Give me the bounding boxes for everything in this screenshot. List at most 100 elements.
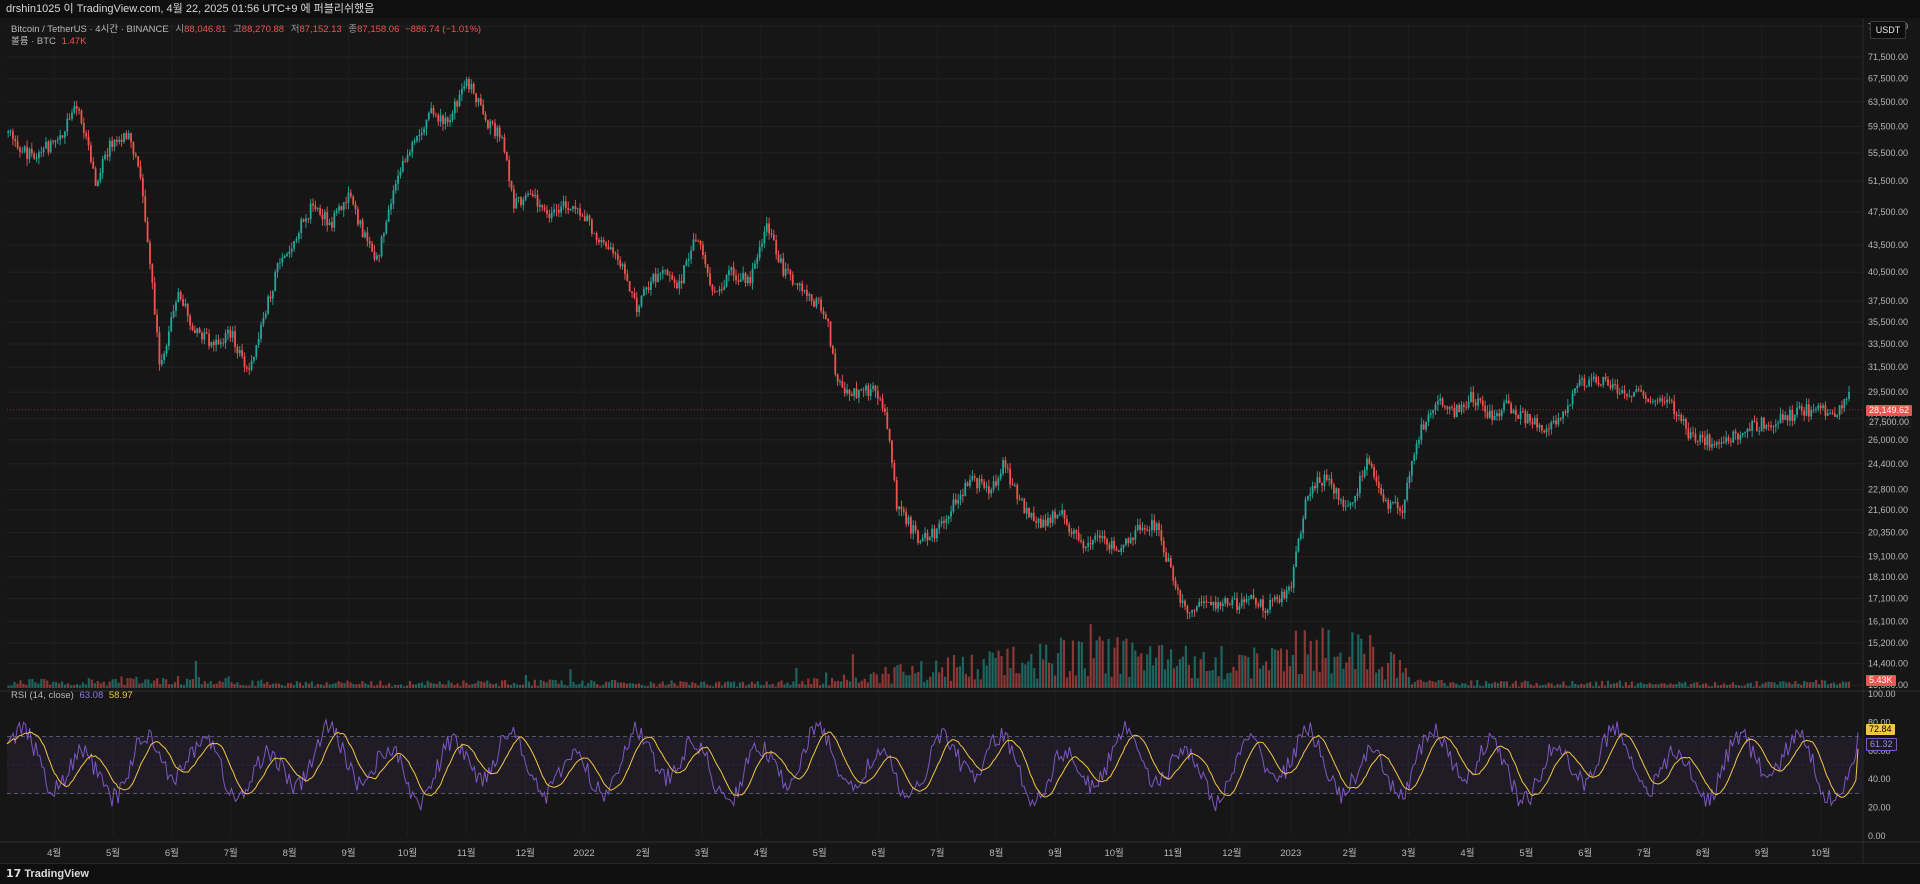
candle-body	[652, 273, 655, 282]
volume-bar	[851, 654, 855, 688]
candle-body	[30, 148, 33, 154]
candle-body	[78, 108, 80, 111]
volume-bar	[658, 683, 661, 688]
candle-body	[973, 476, 976, 478]
tradingview-logo[interactable]: 17 TradingView	[6, 864, 89, 884]
candle-body	[1576, 385, 1579, 389]
candle-body	[728, 270, 730, 276]
candle-body	[711, 285, 714, 291]
candle-body	[163, 353, 166, 360]
candle-body	[387, 209, 390, 222]
candle-body	[1387, 500, 1390, 509]
volume-bar	[1083, 668, 1086, 688]
volume-bar	[337, 681, 340, 688]
volume-bar	[355, 684, 358, 688]
candle-body	[1772, 426, 1775, 428]
candle-body	[1609, 385, 1612, 388]
candle-body	[1042, 519, 1045, 528]
candle-body	[28, 148, 31, 160]
candle-body	[1652, 401, 1654, 403]
volume-bar	[1696, 682, 1699, 688]
candle-body	[1581, 378, 1583, 380]
symbol-legend: Bitcoin / TetherUS · 4시간 · BINANCE 시88,0…	[11, 21, 481, 35]
candle-body	[1311, 485, 1314, 494]
volume-bar	[1734, 684, 1737, 688]
candle-body	[1687, 428, 1690, 439]
volume-bar	[1425, 682, 1428, 688]
volume-bar	[596, 684, 599, 688]
candle-body	[1699, 434, 1702, 442]
candle-body	[212, 341, 215, 346]
volume-bar	[1071, 640, 1074, 688]
volume-bar	[1743, 685, 1746, 688]
volume-bar	[1467, 685, 1470, 688]
volume-bar	[718, 681, 721, 688]
candle-body	[106, 154, 109, 157]
volume-bar	[1116, 637, 1119, 688]
rsi-value: 63.08	[79, 690, 104, 701]
candle-body	[1425, 421, 1427, 430]
candle-body	[626, 273, 629, 282]
candle-body	[862, 389, 865, 391]
currency-button[interactable]: USDT	[1870, 21, 1906, 39]
candle-body	[869, 389, 872, 397]
candle-body	[97, 180, 99, 186]
volume-bar	[111, 679, 114, 688]
candle-body	[1420, 424, 1423, 441]
volume-bar	[150, 683, 153, 688]
candle-body	[286, 253, 288, 256]
candle-body	[120, 139, 123, 142]
candle-body	[746, 277, 749, 284]
candle-body	[853, 388, 856, 397]
volume-bar	[1464, 683, 1467, 688]
volume-bar	[1163, 669, 1167, 688]
candle-body	[1361, 475, 1364, 477]
candle-body	[550, 212, 553, 219]
candle-body	[401, 160, 404, 172]
volume-bar	[1199, 659, 1202, 688]
candle-body	[1805, 404, 1808, 416]
volume-bar	[1779, 681, 1782, 688]
candle-body	[697, 240, 700, 242]
candle-body	[486, 119, 489, 129]
candle-body	[1195, 606, 1198, 611]
chart-area[interactable]: 77,500.0071,500.0067,500.0063,500.0059,5…	[0, 18, 1920, 863]
candle-body	[699, 240, 702, 245]
volume-bar	[153, 680, 156, 688]
volume-bar	[1407, 677, 1410, 688]
candle-body	[657, 274, 659, 282]
volume-bar	[1520, 682, 1523, 688]
candle-body	[1462, 404, 1465, 407]
candle-body	[371, 243, 373, 252]
candle-body	[1273, 596, 1276, 601]
volume-bar	[676, 685, 679, 688]
candle-body	[1328, 478, 1331, 480]
candle-body	[1739, 435, 1742, 440]
volume-bar	[747, 684, 750, 688]
candle-body	[813, 300, 815, 307]
price-chart[interactable]: 77,500.0071,500.0067,500.0063,500.0059,5…	[0, 18, 1920, 863]
volume-bar	[200, 684, 203, 688]
volume-bar	[774, 686, 777, 688]
volume-bar	[509, 685, 513, 688]
volume-bar	[1565, 685, 1568, 688]
volume-bar	[215, 683, 218, 688]
volume-bar	[875, 674, 878, 688]
rsi-tag: 61.32	[1866, 738, 1897, 751]
candle-body	[111, 140, 114, 147]
volume-bar	[212, 684, 215, 688]
candle-body	[789, 270, 792, 275]
candle-body	[983, 481, 986, 488]
volume-bar	[156, 678, 159, 688]
volume-bar	[1392, 654, 1396, 688]
volume-bar	[257, 680, 260, 688]
candle-body	[276, 263, 279, 273]
candle-body	[1169, 558, 1172, 568]
candle-body	[1039, 518, 1042, 528]
volume-bar	[399, 684, 403, 688]
candle-body	[1711, 444, 1713, 448]
candle-body	[1812, 409, 1815, 411]
candle-body	[895, 479, 898, 510]
candle-body	[170, 317, 173, 332]
rsi-ma-tag: 72.84	[1866, 724, 1895, 735]
